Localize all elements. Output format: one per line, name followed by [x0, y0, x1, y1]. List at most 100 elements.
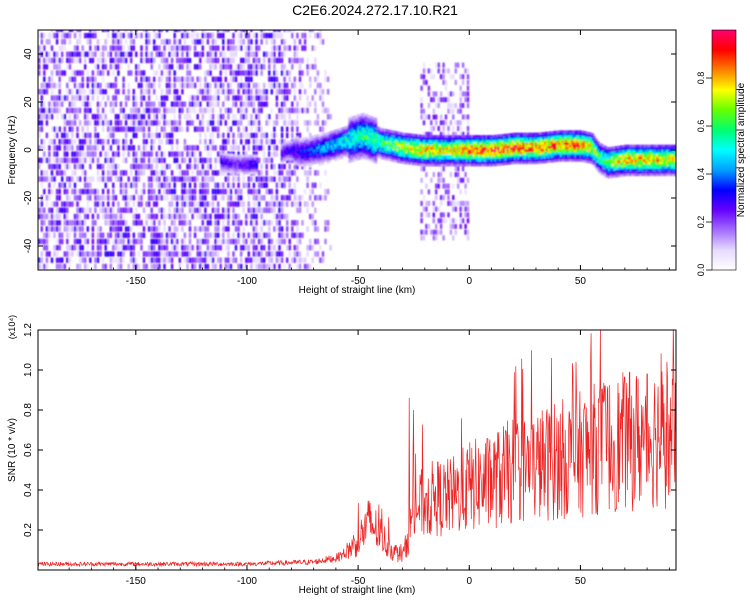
noise-cell: [66, 176, 69, 182]
ridge-cell: [421, 161, 424, 164]
ridge-cell: [410, 138, 413, 141]
ridge-cell: [467, 154, 470, 157]
noise-cell: [229, 145, 233, 151]
ridge-cell: [344, 126, 347, 129]
noise-cell: [68, 107, 72, 114]
ridge-cell: [417, 156, 420, 159]
ridge-cell: [492, 137, 495, 140]
ridge-cell: [287, 142, 291, 146]
noise-cell: [43, 82, 46, 89]
noise-cell: [219, 145, 222, 151]
noise-cell: [209, 89, 212, 95]
ridge-cell: [453, 139, 456, 143]
noise-cell: [280, 132, 284, 139]
noise-cell: [53, 51, 56, 57]
noise-cell: [107, 120, 110, 126]
noise-cell: [163, 120, 166, 126]
noise-cell: [270, 207, 273, 213]
burst-cell: [435, 229, 438, 235]
noise-cell: [137, 70, 141, 76]
noise-cell: [122, 89, 125, 95]
noise-cell: [191, 82, 194, 89]
noise-cell: [114, 151, 118, 157]
noise-cell: [268, 188, 271, 195]
ridge-cell: [254, 171, 257, 175]
noise-cell: [240, 82, 243, 89]
ridge-cell: [369, 137, 372, 140]
noise-cell: [43, 245, 46, 251]
ridge-cell: [389, 137, 392, 140]
noise-cell: [76, 157, 79, 164]
noise-cell: [283, 70, 286, 76]
ridge-cell: [369, 139, 372, 143]
ridge-cell: [229, 168, 232, 171]
noise-cell: [94, 30, 97, 32]
noise-cell: [50, 107, 54, 114]
ridge-cell: [364, 147, 367, 150]
noise-cell: [191, 176, 194, 182]
noise-cell: [222, 45, 225, 51]
ridge-cell: [355, 122, 358, 125]
ridge-cell: [392, 142, 395, 146]
noise-cell: [119, 238, 123, 245]
noise-cell: [130, 30, 133, 32]
noise-cell: [278, 163, 281, 170]
ridge-cell: [442, 147, 445, 150]
noise-cell: [247, 176, 250, 182]
ridge-cell: [296, 136, 299, 140]
ridge-cell: [371, 130, 374, 134]
noise-cell: [219, 32, 222, 39]
noise-cell: [245, 76, 248, 82]
ridge-cell: [405, 152, 408, 155]
burst-cell: [435, 223, 438, 229]
noise-cell: [132, 263, 135, 270]
ridge-cell: [323, 145, 326, 148]
noise-cell: [191, 163, 194, 170]
noise-cell: [73, 188, 77, 195]
ridge-cell: [348, 124, 351, 127]
ridge-cell: [423, 146, 426, 150]
noise-cell: [173, 76, 176, 82]
noise-cell: [183, 114, 187, 120]
noise-cell: [142, 207, 146, 213]
ridge-cell: [355, 148, 358, 152]
ridge-cell: [485, 137, 488, 141]
noise-cell: [96, 176, 100, 182]
ridge-cell: [325, 135, 328, 138]
ridge-cell: [391, 130, 394, 133]
noise-cell: [50, 257, 54, 263]
noise-cell: [58, 139, 61, 145]
noise-cell: [104, 30, 107, 32]
ridge-cell: [474, 159, 477, 162]
noise-cell: [222, 82, 225, 89]
ridge-cell: [471, 144, 474, 148]
ridge-cell: [433, 163, 436, 167]
ridge-cell: [458, 142, 461, 145]
noise-cell: [61, 176, 64, 182]
noise-cell: [160, 163, 164, 170]
noise-cell: [242, 114, 245, 120]
noise-cell: [209, 51, 212, 57]
noise-cell: [286, 107, 289, 114]
noise-cell: [53, 101, 56, 107]
ridge-cell: [366, 140, 369, 144]
noise-cell: [117, 213, 120, 220]
ridge-cell: [407, 152, 410, 155]
noise-cell: [257, 201, 261, 207]
noise-cell: [204, 157, 207, 164]
noise-cell: [160, 257, 164, 263]
ridge-cell: [309, 140, 312, 144]
noise-cell: [291, 30, 294, 32]
ridge-cell: [458, 144, 461, 148]
noise-cell: [99, 195, 102, 201]
ridge-cell: [318, 136, 321, 140]
ridge-cell: [335, 148, 339, 151]
ridge-cell: [305, 163, 308, 166]
noise-cell: [257, 45, 261, 51]
noise-cell: [265, 101, 268, 107]
noise-cell: [84, 232, 87, 238]
noise-cell: [178, 82, 181, 89]
noise-cell: [124, 95, 128, 101]
ridge-cell: [453, 159, 456, 162]
noise-cell: [211, 207, 215, 213]
